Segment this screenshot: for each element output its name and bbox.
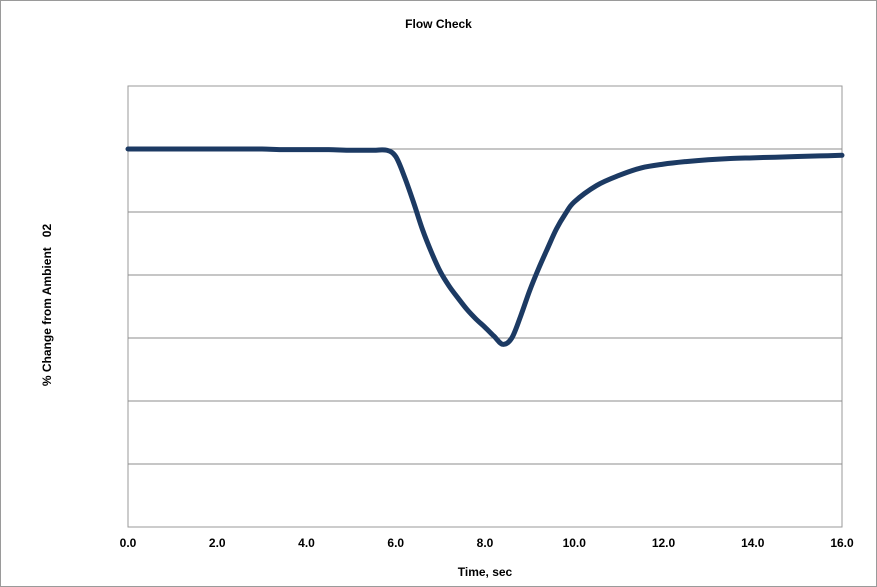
x-tick-label: 0.0 [120, 536, 137, 550]
x-tick-label: 12.0 [652, 536, 676, 550]
x-tick-label: 16.0 [830, 536, 854, 550]
x-axis-label: Time, sec [457, 565, 513, 579]
x-tick-label: 2.0 [209, 536, 226, 550]
series-line [125, 146, 845, 347]
x-tick-labels: 0.0 2.0 4.0 6.0 8.0 10.0 12.0 14.0 16.0 [120, 536, 854, 550]
x-tick-label: 14.0 [741, 536, 765, 550]
x-tick-label: 10.0 [563, 536, 587, 550]
series-layer [125, 146, 845, 347]
x-tick-label: 6.0 [387, 536, 404, 550]
chart-title: Flow Check [405, 17, 472, 31]
x-tick-label: 4.0 [298, 536, 315, 550]
x-tick-label: 8.0 [477, 536, 494, 550]
plot-area [127, 85, 843, 528]
